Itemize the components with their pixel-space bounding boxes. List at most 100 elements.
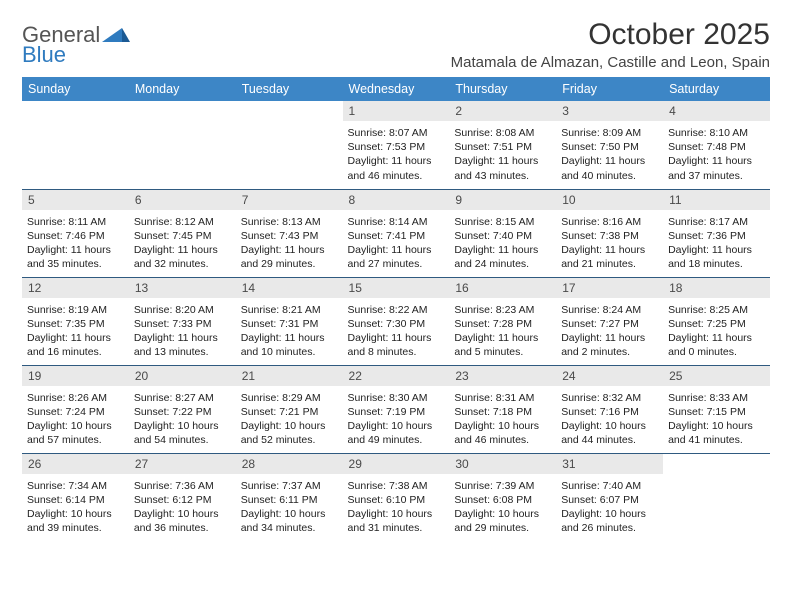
day-details: Sunrise: 8:20 AMSunset: 7:33 PMDaylight:… (129, 300, 236, 364)
day-sr: Sunrise: 8:16 AM (561, 215, 658, 229)
calendar-day-cell: 24 Sunrise: 8:32 AMSunset: 7:16 PMDayligh… (556, 365, 663, 453)
day-details: Sunrise: 7:37 AMSunset: 6:11 PMDaylight:… (236, 476, 343, 540)
page-title: October 2025 (451, 18, 770, 52)
day-d1: Daylight: 11 hours (561, 243, 658, 257)
day-sr: Sunrise: 8:08 AM (454, 126, 551, 140)
day-number: 12 (22, 278, 129, 298)
calendar-day-cell: 8Sunrise: 8:14 AMSunset: 7:41 PMDaylight… (343, 189, 450, 277)
day-sr: Sunrise: 8:25 AM (668, 303, 765, 317)
day-number: 10 (556, 190, 663, 210)
day-details: Sunrise: 7:39 AMSunset: 6:08 PMDaylight:… (449, 476, 556, 540)
day-d1: Daylight: 10 hours (241, 507, 338, 521)
day-d2: and 44 minutes. (561, 433, 658, 447)
day-ss: Sunset: 7:53 PM (348, 140, 445, 154)
day-number: 13 (129, 278, 236, 298)
day-sr: Sunrise: 8:07 AM (348, 126, 445, 140)
calendar-day-cell: 14Sunrise: 8:21 AMSunset: 7:31 PMDayligh… (236, 277, 343, 365)
day-sr: Sunrise: 8:13 AM (241, 215, 338, 229)
day-ss: Sunset: 6:14 PM (27, 493, 124, 507)
day-d1: Daylight: 10 hours (454, 419, 551, 433)
calendar-day-cell: 7Sunrise: 8:13 AMSunset: 7:43 PMDaylight… (236, 189, 343, 277)
day-number: 26 (22, 454, 129, 474)
calendar-week-row: 5Sunrise: 8:11 AMSunset: 7:46 PMDaylight… (22, 189, 770, 277)
day-ss: Sunset: 6:10 PM (348, 493, 445, 507)
day-details: Sunrise: 8:22 AMSunset: 7:30 PMDaylight:… (343, 300, 450, 364)
day-number: 24 (556, 366, 663, 386)
weekday-header: Tuesday (236, 77, 343, 101)
calendar-day-cell: 16Sunrise: 8:23 AMSunset: 7:28 PMDayligh… (449, 277, 556, 365)
day-sr: Sunrise: 7:40 AM (561, 479, 658, 493)
day-d2: and 29 minutes. (454, 521, 551, 535)
day-number: 3 (556, 101, 663, 121)
day-details: Sunrise: 8:09 AMSunset: 7:50 PMDaylight:… (556, 123, 663, 187)
day-number: 25 (663, 366, 770, 386)
day-sr: Sunrise: 8:14 AM (348, 215, 445, 229)
calendar-header-row: SundayMondayTuesdayWednesdayThursdayFrid… (22, 77, 770, 101)
day-ss: Sunset: 7:38 PM (561, 229, 658, 243)
day-details: Sunrise: 8:25 AMSunset: 7:25 PMDaylight:… (663, 300, 770, 364)
day-d2: and 16 minutes. (27, 345, 124, 359)
day-d2: and 21 minutes. (561, 257, 658, 271)
day-d1: Daylight: 10 hours (561, 419, 658, 433)
day-number: 18 (663, 278, 770, 298)
calendar-page: General Blue October 2025 Matamala de Al… (0, 0, 792, 541)
day-sr: Sunrise: 8:21 AM (241, 303, 338, 317)
day-d2: and 41 minutes. (668, 433, 765, 447)
day-d2: and 27 minutes. (348, 257, 445, 271)
day-sr: Sunrise: 8:24 AM (561, 303, 658, 317)
calendar-day-cell: 29Sunrise: 7:38 AMSunset: 6:10 PMDayligh… (343, 453, 450, 541)
day-number: 15 (343, 278, 450, 298)
day-ss: Sunset: 7:19 PM (348, 405, 445, 419)
calendar-day-cell: 26Sunrise: 7:34 AMSunset: 6:14 PMDayligh… (22, 453, 129, 541)
day-d2: and 8 minutes. (348, 345, 445, 359)
day-ss: Sunset: 7:45 PM (134, 229, 231, 243)
calendar-body: 1Sunrise: 8:07 AMSunset: 7:53 PMDaylight… (22, 101, 770, 541)
day-sr: Sunrise: 8:17 AM (668, 215, 765, 229)
day-d1: Daylight: 11 hours (348, 243, 445, 257)
logo: General Blue (22, 18, 130, 66)
day-sr: Sunrise: 8:12 AM (134, 215, 231, 229)
day-d1: Daylight: 11 hours (668, 243, 765, 257)
day-d2: and 5 minutes. (454, 345, 551, 359)
day-d2: and 26 minutes. (561, 521, 658, 535)
calendar-empty-cell (129, 101, 236, 189)
day-number: 17 (556, 278, 663, 298)
day-details: Sunrise: 8:14 AMSunset: 7:41 PMDaylight:… (343, 212, 450, 276)
day-sr: Sunrise: 8:32 AM (561, 391, 658, 405)
calendar-day-cell: 17Sunrise: 8:24 AMSunset: 7:27 PMDayligh… (556, 277, 663, 365)
day-d2: and 36 minutes. (134, 521, 231, 535)
day-sr: Sunrise: 7:38 AM (348, 479, 445, 493)
day-ss: Sunset: 7:30 PM (348, 317, 445, 331)
day-details: Sunrise: 8:10 AMSunset: 7:48 PMDaylight:… (663, 123, 770, 187)
day-ss: Sunset: 7:50 PM (561, 140, 658, 154)
calendar-day-cell: 25Sunrise: 8:33 AMSunset: 7:15 PMDayligh… (663, 365, 770, 453)
day-details: Sunrise: 8:17 AMSunset: 7:36 PMDaylight:… (663, 212, 770, 276)
calendar-week-row: 26Sunrise: 7:34 AMSunset: 6:14 PMDayligh… (22, 453, 770, 541)
calendar-day-cell: 9Sunrise: 8:15 AMSunset: 7:40 PMDaylight… (449, 189, 556, 277)
day-d2: and 52 minutes. (241, 433, 338, 447)
day-ss: Sunset: 7:31 PM (241, 317, 338, 331)
day-details: Sunrise: 8:16 AMSunset: 7:38 PMDaylight:… (556, 212, 663, 276)
day-sr: Sunrise: 8:33 AM (668, 391, 765, 405)
day-d1: Daylight: 11 hours (241, 243, 338, 257)
day-details: Sunrise: 8:24 AMSunset: 7:27 PMDaylight:… (556, 300, 663, 364)
calendar-day-cell: 15Sunrise: 8:22 AMSunset: 7:30 PMDayligh… (343, 277, 450, 365)
calendar-week-row: 19Sunrise: 8:26 AMSunset: 7:24 PMDayligh… (22, 365, 770, 453)
calendar-day-cell: 18Sunrise: 8:25 AMSunset: 7:25 PMDayligh… (663, 277, 770, 365)
day-ss: Sunset: 7:36 PM (668, 229, 765, 243)
day-ss: Sunset: 7:21 PM (241, 405, 338, 419)
day-sr: Sunrise: 8:11 AM (27, 215, 124, 229)
day-d2: and 34 minutes. (241, 521, 338, 535)
weekday-header: Friday (556, 77, 663, 101)
day-number: 5 (22, 190, 129, 210)
day-ss: Sunset: 7:48 PM (668, 140, 765, 154)
day-details: Sunrise: 8:33 AMSunset: 7:15 PMDaylight:… (663, 388, 770, 452)
day-d1: Daylight: 10 hours (134, 507, 231, 521)
day-ss: Sunset: 7:16 PM (561, 405, 658, 419)
calendar-empty-cell (236, 101, 343, 189)
day-details: Sunrise: 8:29 AMSunset: 7:21 PMDaylight:… (236, 388, 343, 452)
day-d1: Daylight: 11 hours (134, 331, 231, 345)
day-ss: Sunset: 7:27 PM (561, 317, 658, 331)
weekday-header: Monday (129, 77, 236, 101)
day-d2: and 46 minutes. (348, 169, 445, 183)
